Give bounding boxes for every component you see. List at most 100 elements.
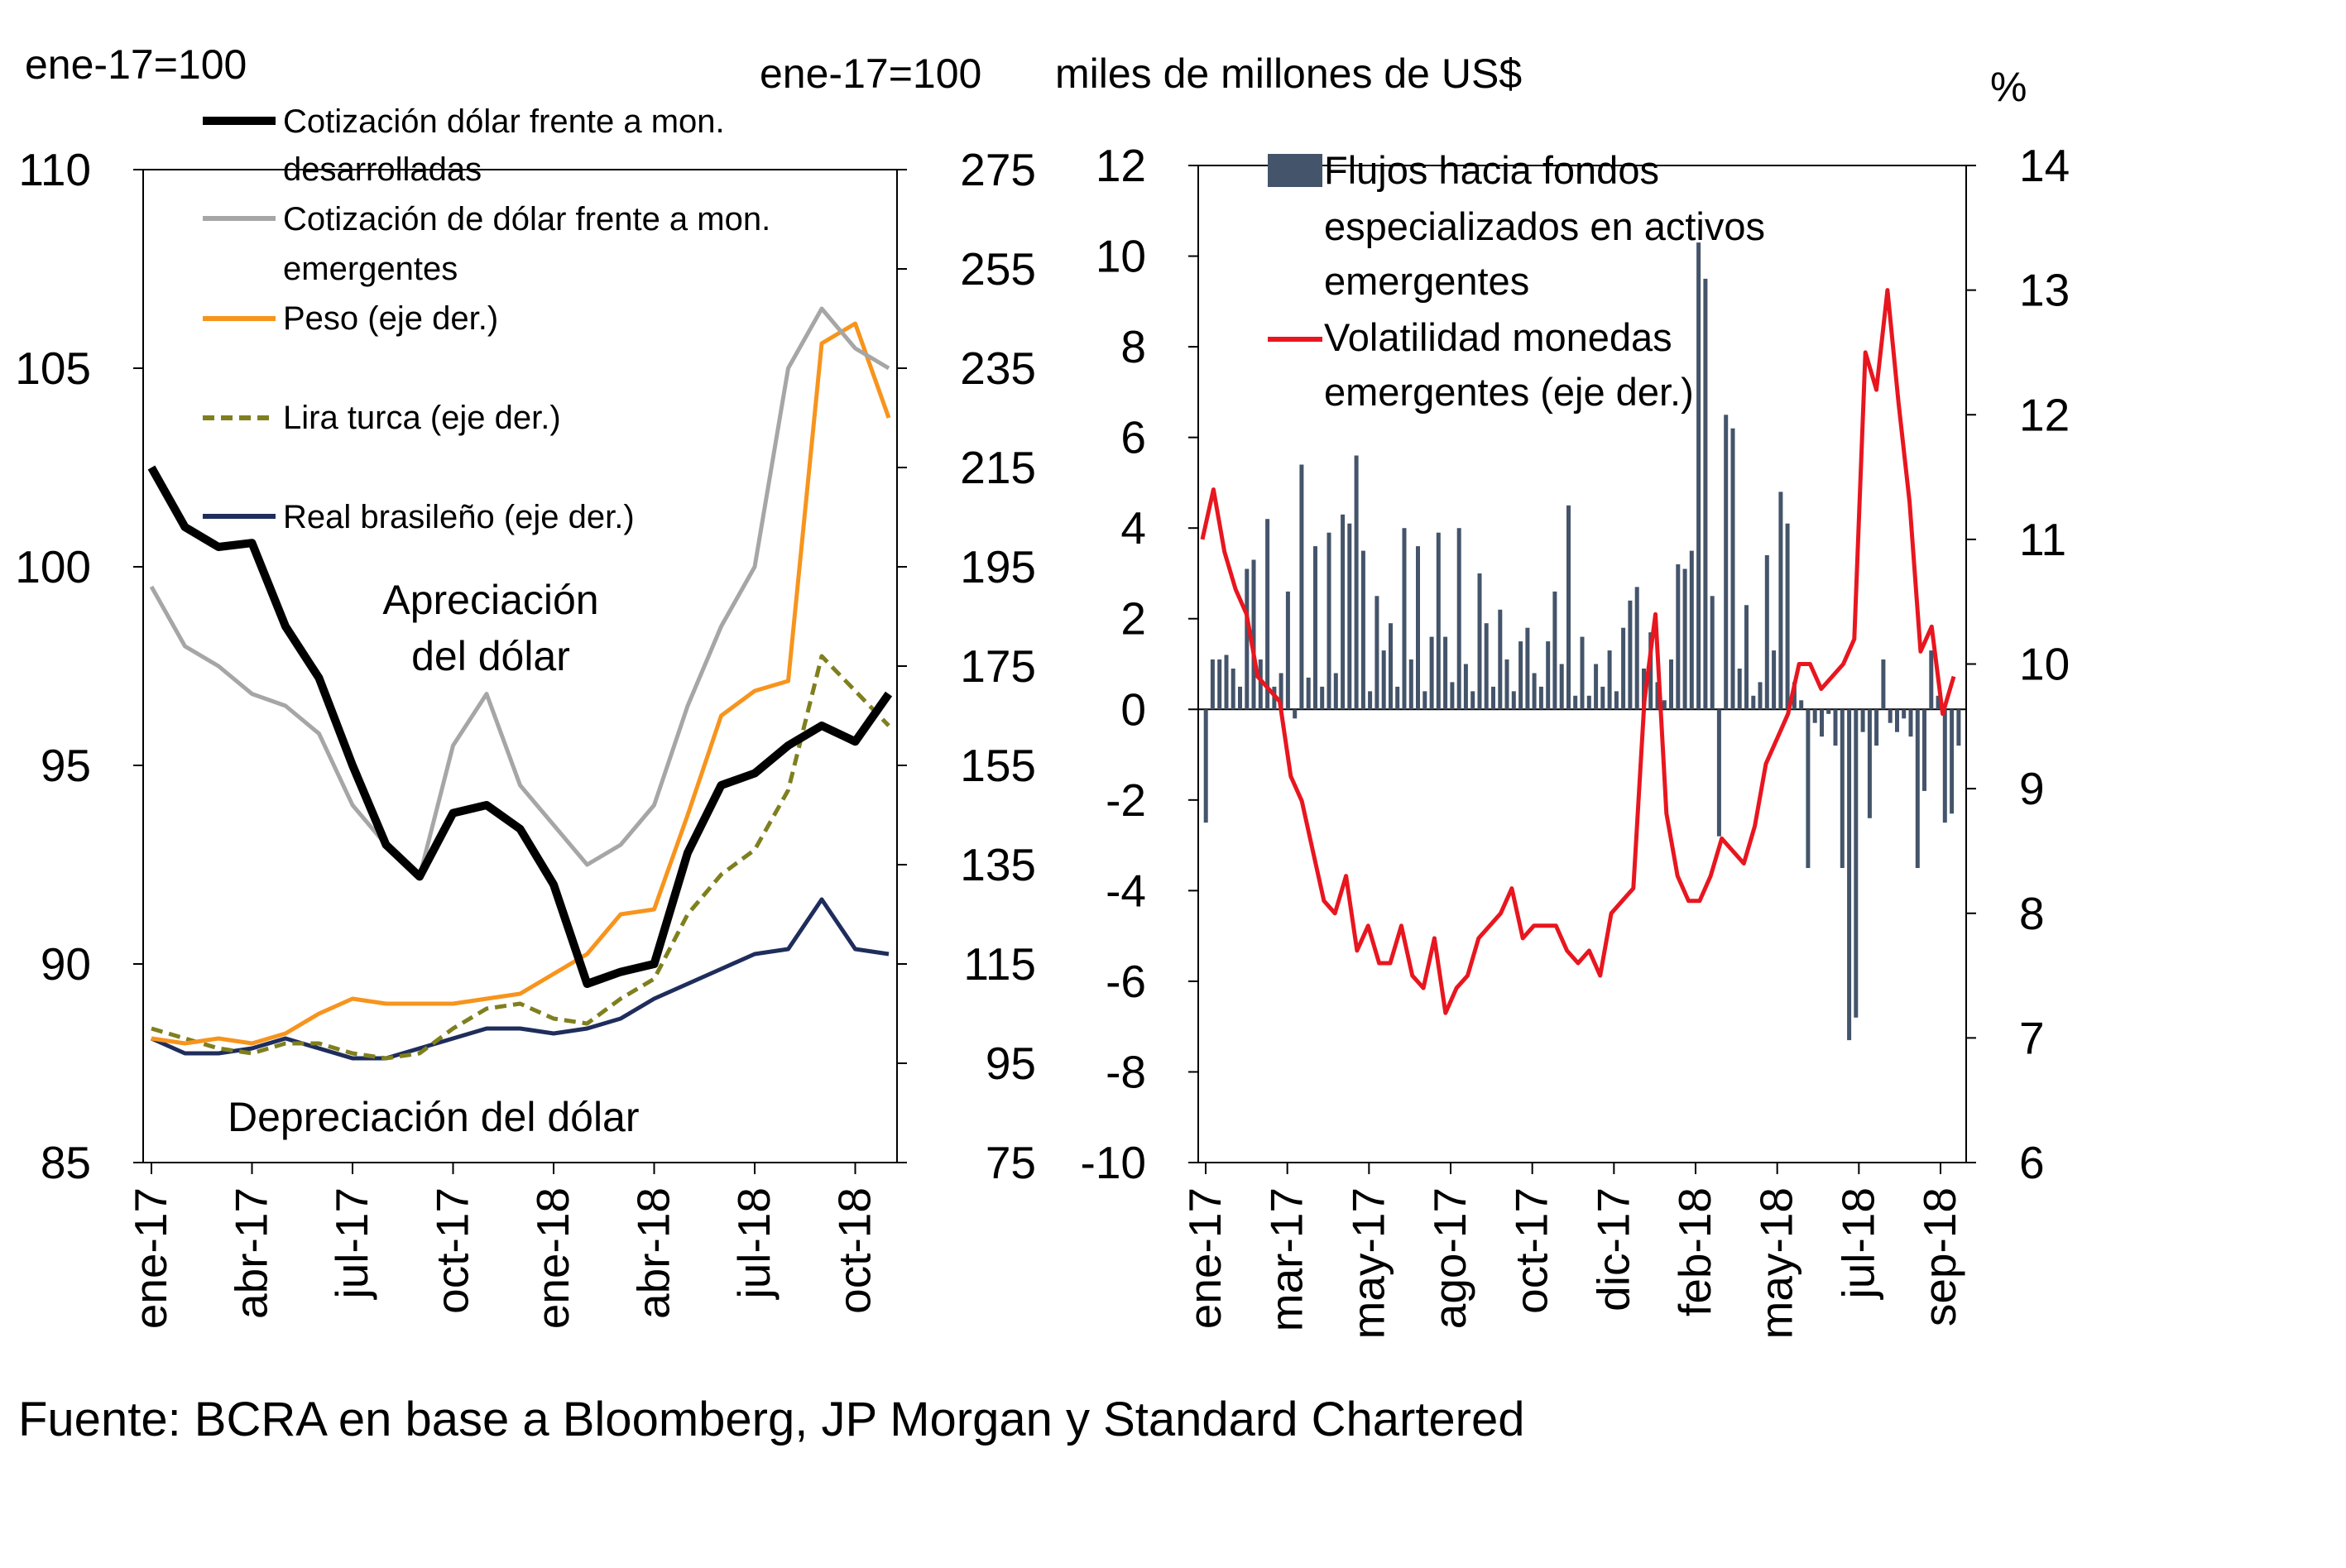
flow-bar bbox=[1354, 455, 1359, 710]
right-ytick-label: 0 bbox=[1120, 683, 1146, 735]
flow-bar bbox=[1552, 591, 1557, 710]
flow-bar bbox=[1764, 555, 1769, 710]
right-flow-bars bbox=[1203, 242, 1961, 1041]
left-panel: ene-17=100 ene-17=100 85 90 95 100 105 110 75 9… bbox=[15, 41, 1036, 1329]
flow-bar bbox=[1936, 695, 1941, 710]
flow-bar bbox=[1772, 650, 1777, 710]
series-line-4 bbox=[150, 897, 890, 1061]
right-ytick-label: -4 bbox=[1106, 865, 1146, 916]
flow-bar bbox=[1518, 641, 1523, 710]
flow-bar bbox=[1820, 709, 1824, 737]
flow-bar bbox=[1381, 650, 1386, 710]
flow-bar bbox=[1908, 709, 1913, 737]
left-ytick-label: 100 bbox=[15, 541, 91, 592]
left-legend: Cotización dólar frente a mon. desarroll… bbox=[203, 103, 770, 535]
flow-bar bbox=[1251, 559, 1256, 710]
flow-bar bbox=[1676, 564, 1681, 710]
left-panel-right-ytick-label: 155 bbox=[960, 740, 1036, 791]
right-ytick-label: 2 bbox=[1120, 593, 1146, 645]
flow-bar bbox=[1751, 695, 1756, 710]
source-note: Fuente: BCRA en base a Bloomberg, JP Mor… bbox=[18, 1393, 1525, 1446]
flow-bar bbox=[1710, 596, 1715, 710]
right-xtick-label: may-18 bbox=[1751, 1187, 1802, 1339]
flow-bar bbox=[1456, 528, 1461, 710]
flow-bar bbox=[1778, 491, 1783, 710]
flow-bar bbox=[1586, 695, 1591, 710]
flow-bar bbox=[1737, 669, 1742, 710]
left-panel-right-ytick-label: 275 bbox=[960, 144, 1036, 195]
flow-bar bbox=[1888, 709, 1893, 723]
series-line-1 bbox=[149, 306, 890, 879]
flow-bar bbox=[1758, 682, 1763, 710]
flow-bar bbox=[1416, 546, 1420, 710]
flow-bar bbox=[1504, 659, 1509, 710]
flow-bar bbox=[1929, 650, 1934, 710]
annotation-appreciation-2: del dólar bbox=[411, 633, 570, 679]
flow-bar bbox=[1600, 686, 1605, 710]
flow-bar bbox=[1395, 686, 1400, 710]
legend-label-lira: Lira turca (eje der.) bbox=[283, 400, 561, 436]
flow-bar bbox=[1580, 636, 1585, 710]
legend-label-usd-emerging-2: emergentes bbox=[283, 251, 458, 287]
right-panel-right-ytick-label: 12 bbox=[2019, 389, 2070, 440]
flow-bar bbox=[1429, 636, 1434, 710]
right-unit-left: miles de millones de US$ bbox=[1055, 50, 1522, 97]
flow-bar bbox=[1279, 673, 1283, 710]
series-line-2 bbox=[151, 321, 891, 1046]
legend-label-flows-2: especializados en activos bbox=[1324, 204, 1765, 248]
flow-bar bbox=[1655, 682, 1660, 710]
left-panel-right-ytick-label: 195 bbox=[960, 541, 1036, 592]
flow-bar bbox=[1867, 709, 1872, 818]
left-unit-label: ene-17=100 bbox=[25, 41, 247, 88]
flow-bar bbox=[1950, 709, 1955, 814]
flow-bar bbox=[1360, 550, 1365, 710]
series-line-0 bbox=[147, 465, 893, 988]
flow-bar bbox=[1840, 709, 1845, 868]
right-ytick-label: 8 bbox=[1120, 321, 1146, 372]
right-ytick-label: -6 bbox=[1106, 956, 1146, 1007]
flow-bar bbox=[1648, 632, 1653, 710]
flow-bar bbox=[1744, 605, 1749, 710]
series-line-3 bbox=[151, 654, 890, 1061]
right-panel-right-ytick-label: 11 bbox=[2019, 514, 2066, 565]
flow-bar bbox=[1217, 659, 1222, 710]
flow-bar bbox=[1341, 514, 1346, 710]
left-xtick-label: ene-17 bbox=[125, 1187, 176, 1329]
flow-bar bbox=[1860, 709, 1865, 732]
left-ytick-label: 85 bbox=[41, 1137, 91, 1188]
flow-bar bbox=[1203, 709, 1208, 823]
left-panel-right-ytick-label: 235 bbox=[960, 343, 1036, 394]
legend-label-usd-emerging-1: Cotización de dólar frente a mon. bbox=[283, 201, 770, 237]
right-panel-right-ytick-label: 10 bbox=[2019, 639, 2070, 690]
flow-bar bbox=[1450, 682, 1455, 710]
flow-bar bbox=[1724, 415, 1729, 710]
flow-bar bbox=[1306, 677, 1311, 710]
legend-swatch-flows bbox=[1268, 154, 1322, 187]
flow-bar bbox=[1347, 523, 1352, 710]
left-panel-right-ytick-label: 255 bbox=[960, 243, 1036, 295]
annotation-appreciation-1: Apreciación bbox=[382, 577, 598, 623]
flow-bar bbox=[1634, 587, 1639, 710]
right-ytick-label: 6 bbox=[1120, 412, 1146, 463]
flow-bar bbox=[1320, 686, 1325, 710]
flow-bar bbox=[1806, 709, 1811, 868]
left-xtick-label: abr-18 bbox=[628, 1187, 679, 1319]
left-panel-right-ytick-label: 75 bbox=[986, 1137, 1036, 1188]
flow-bar bbox=[1628, 600, 1633, 710]
flow-bar bbox=[1895, 709, 1899, 732]
left-ytick-label: 105 bbox=[15, 343, 91, 394]
legend-label-usd-developed-1: Cotización dólar frente a mon. bbox=[283, 103, 725, 140]
flow-bar bbox=[1368, 691, 1373, 710]
flow-bar bbox=[1874, 709, 1879, 746]
legend-label-usd-developed-2: desarrolladas bbox=[283, 151, 482, 188]
left-xtick-label: ene-18 bbox=[527, 1187, 578, 1329]
right-panel-right-ytick-label: 7 bbox=[2019, 1012, 2045, 1063]
flow-bar bbox=[1389, 623, 1393, 710]
flow-bar bbox=[1792, 682, 1797, 710]
annotation-depreciation: Depreciación del dólar bbox=[228, 1094, 640, 1140]
left-xtick-label: abr-17 bbox=[226, 1187, 277, 1319]
left-right-unit-label: ene-17=100 bbox=[760, 50, 981, 97]
right-xtick-label: ago-17 bbox=[1424, 1187, 1475, 1329]
flow-bar bbox=[1245, 568, 1250, 710]
